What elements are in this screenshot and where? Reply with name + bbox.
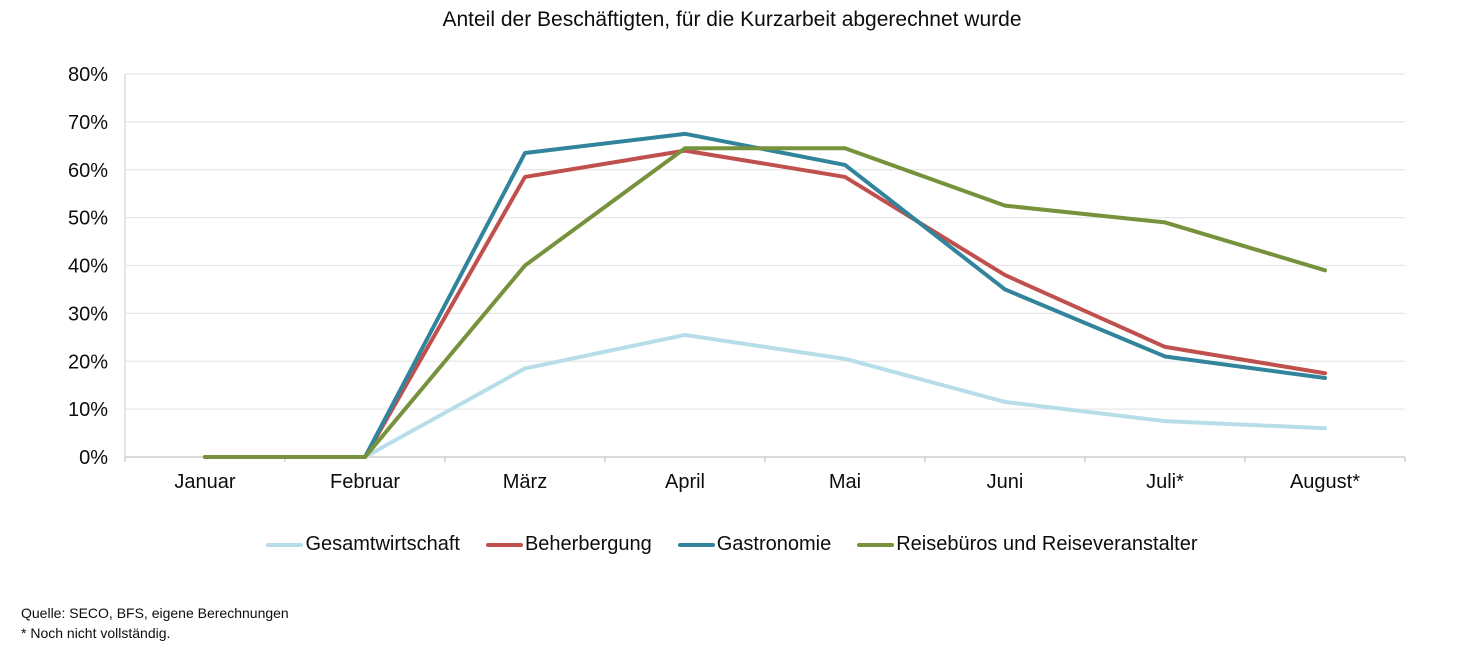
x-category-label: Juni [987,471,1024,493]
y-tick-label: 10% [68,399,108,421]
legend-item-gesamtwirtschaft: Gesamtwirtschaft [266,533,460,556]
x-category-label: März [503,471,547,493]
y-tick-label: 80% [68,64,108,86]
legend-swatch-gesamtwirtschaft [266,542,304,547]
footer-note: * Noch nicht vollständig. [21,625,171,641]
legend-swatch-gastronomie [677,542,715,547]
y-tick-label: 0% [79,447,108,469]
legend-item-gastronomie: Gastronomie [677,533,832,556]
y-tick-label: 30% [68,303,108,325]
chart-title: Anteil der Beschäftigten, für die Kurzar… [442,8,1022,31]
chart-canvas: 0% 10% 20% 30% 40% 50% 60% 70% 80% Januar Februar M… [68,64,1406,493]
x-category-label: Januar [174,471,235,493]
chart-footer: Quelle: SECO, BFS, eigene Berechnungen *… [21,603,289,643]
x-category-label: Juli* [1146,471,1184,493]
y-tick-label: 70% [68,112,108,134]
legend-label-beherbergung: Beherbergung [524,533,652,555]
x-category-label: August* [1290,471,1360,493]
x-category-label: Mai [829,471,861,493]
legend-item-beherbergung: Beherbergung [485,533,652,556]
legend-label-reisebueros: Reisebüros und Reiseveranstalter [896,533,1198,555]
legend-label-gesamtwirtschaft: Gesamtwirtschaft [305,533,460,555]
legend-swatch-reisebueros [857,542,895,547]
y-tick-label: 40% [68,256,108,278]
y-tick-label: 50% [68,208,108,230]
footer-source: Quelle: SECO, BFS, eigene Berechnungen [21,605,289,621]
series-line-reiseb-ros-und-reiseveranstalter [203,146,1327,459]
y-tick-label: 20% [68,351,108,373]
chart-legend: Gesamtwirtschaft Beherbergung Gastronomi… [0,533,1464,556]
x-category-label: Februar [330,471,400,493]
y-tick-label: 60% [68,160,108,182]
series-line-beherbergung [203,148,1327,459]
legend-label-gastronomie: Gastronomie [716,533,832,555]
x-category-label: April [665,471,705,493]
legend-swatch-beherbergung [485,542,523,547]
series-line-gesamtwirtschaft [203,332,1327,459]
legend-item-reisebueros: Reisebüros und Reiseveranstalter [857,533,1198,556]
